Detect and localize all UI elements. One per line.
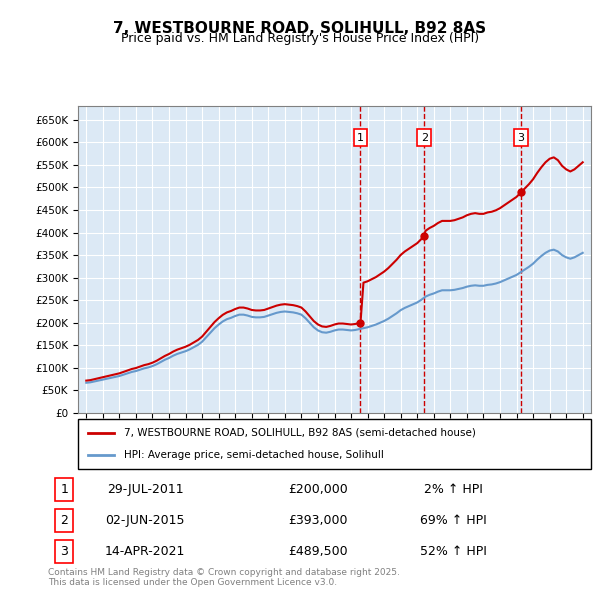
Text: 52% ↑ HPI: 52% ↑ HPI — [419, 545, 487, 558]
Text: 69% ↑ HPI: 69% ↑ HPI — [419, 514, 487, 527]
Text: 1: 1 — [357, 133, 364, 143]
Text: £200,000: £200,000 — [288, 483, 348, 496]
Text: 3: 3 — [60, 545, 68, 558]
Text: Price paid vs. HM Land Registry's House Price Index (HPI): Price paid vs. HM Land Registry's House … — [121, 32, 479, 45]
Text: 2: 2 — [60, 514, 68, 527]
Text: 14-APR-2021: 14-APR-2021 — [105, 545, 185, 558]
Text: 7, WESTBOURNE ROAD, SOLIHULL, B92 8AS: 7, WESTBOURNE ROAD, SOLIHULL, B92 8AS — [113, 21, 487, 35]
Text: 7, WESTBOURNE ROAD, SOLIHULL, B92 8AS (semi-detached house): 7, WESTBOURNE ROAD, SOLIHULL, B92 8AS (s… — [124, 428, 476, 438]
FancyBboxPatch shape — [78, 419, 591, 469]
Text: 3: 3 — [518, 133, 524, 143]
Text: £489,500: £489,500 — [288, 545, 348, 558]
Text: 2: 2 — [421, 133, 428, 143]
Text: 2% ↑ HPI: 2% ↑ HPI — [424, 483, 482, 496]
Text: 1: 1 — [60, 483, 68, 496]
Text: £393,000: £393,000 — [288, 514, 348, 527]
Text: 02-JUN-2015: 02-JUN-2015 — [106, 514, 185, 527]
Text: HPI: Average price, semi-detached house, Solihull: HPI: Average price, semi-detached house,… — [124, 450, 384, 460]
Text: Contains HM Land Registry data © Crown copyright and database right 2025.
This d: Contains HM Land Registry data © Crown c… — [48, 568, 400, 587]
Text: 29-JUL-2011: 29-JUL-2011 — [107, 483, 184, 496]
